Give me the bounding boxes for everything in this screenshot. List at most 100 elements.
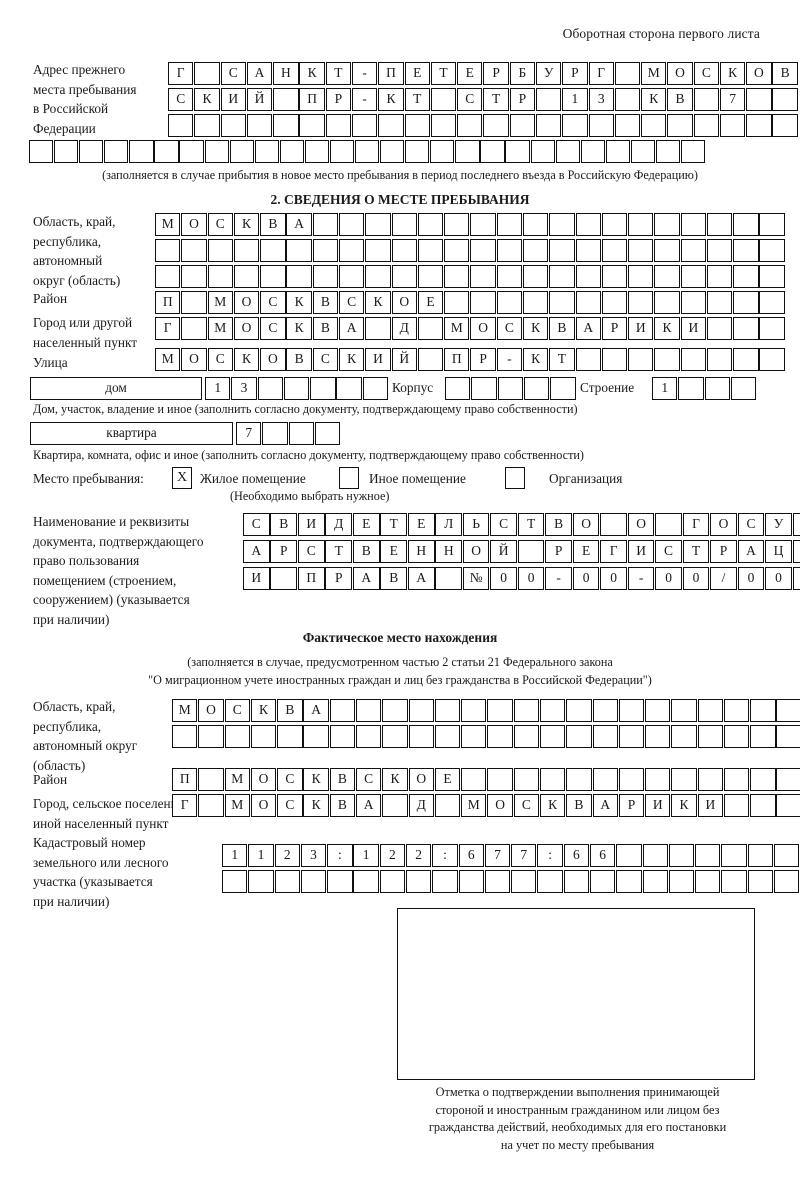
comb-cell[interactable]: А <box>246 62 273 85</box>
comb-cell[interactable] <box>733 291 759 314</box>
section2-region-row-2[interactable] <box>155 239 786 262</box>
comb-cell[interactable] <box>312 265 339 288</box>
comb-cell[interactable] <box>248 870 274 893</box>
comb-cell[interactable] <box>575 239 601 262</box>
comb-cell[interactable]: П <box>444 348 470 371</box>
comb-cell[interactable] <box>513 768 540 791</box>
stay-type-checkbox-zhiloe[interactable]: X <box>172 467 192 489</box>
comb-cell[interactable] <box>277 725 303 748</box>
comb-cell[interactable] <box>181 265 207 288</box>
comb-cell[interactable]: 0 <box>792 567 800 590</box>
comb-cell[interactable]: Е <box>417 291 444 314</box>
comb-cell[interactable]: М <box>155 348 181 371</box>
comb-cell[interactable]: С <box>312 348 339 371</box>
comb-cell[interactable]: 1 <box>205 377 231 400</box>
comb-cell[interactable] <box>668 844 695 867</box>
comb-cell[interactable]: Р <box>509 88 536 111</box>
comb-cell[interactable]: 1 <box>562 88 588 111</box>
comb-cell[interactable] <box>444 239 470 262</box>
comb-cell[interactable] <box>430 88 457 111</box>
comb-cell[interactable] <box>614 62 641 85</box>
comb-cell[interactable]: 1 <box>353 844 379 867</box>
comb-cell[interactable] <box>329 725 356 748</box>
comb-cell[interactable]: О <box>462 540 490 563</box>
comb-cell[interactable]: - <box>627 567 655 590</box>
comb-cell[interactable] <box>310 377 336 400</box>
comb-cell[interactable]: Г <box>588 62 614 85</box>
comb-cell[interactable] <box>747 870 774 893</box>
comb-cell[interactable]: В <box>352 540 380 563</box>
comb-cell[interactable] <box>511 870 537 893</box>
comb-cell[interactable] <box>759 213 785 236</box>
comb-cell[interactable]: 2 <box>405 844 432 867</box>
comb-cell[interactable] <box>522 291 549 314</box>
comb-cell[interactable]: О <box>667 62 693 85</box>
comb-cell[interactable] <box>522 213 549 236</box>
section2-region-row-3[interactable] <box>155 265 786 288</box>
comb-cell[interactable] <box>697 768 724 791</box>
comb-cell[interactable]: Р <box>545 540 572 563</box>
comb-cell[interactable] <box>434 699 461 722</box>
comb-cell[interactable] <box>233 265 260 288</box>
comb-cell[interactable]: 0 <box>682 567 710 590</box>
comb-cell[interactable] <box>325 114 352 137</box>
comb-cell[interactable] <box>483 114 509 137</box>
comb-cell[interactable] <box>229 140 254 163</box>
comb-cell[interactable]: С <box>693 62 720 85</box>
comb-cell[interactable] <box>497 377 523 400</box>
comb-cell[interactable]: Б <box>509 62 536 85</box>
comb-cell[interactable]: К <box>338 348 365 371</box>
comb-cell[interactable] <box>592 699 618 722</box>
comb-cell[interactable] <box>680 239 707 262</box>
comb-cell[interactable] <box>628 265 654 288</box>
comb-cell[interactable]: К <box>303 794 329 817</box>
comb-cell[interactable]: С <box>260 291 286 314</box>
prev-address-row-4[interactable] <box>29 140 706 163</box>
comb-cell[interactable]: 0 <box>737 567 765 590</box>
comb-cell[interactable] <box>487 725 513 748</box>
comb-cell[interactable]: С <box>277 794 303 817</box>
comb-cell[interactable]: 2 <box>274 844 300 867</box>
comb-cell[interactable]: В <box>566 794 592 817</box>
comb-cell[interactable] <box>362 377 389 400</box>
comb-cell[interactable]: Е <box>434 768 461 791</box>
comb-cell[interactable] <box>721 844 747 867</box>
comb-cell[interactable] <box>417 239 444 262</box>
comb-cell[interactable]: М <box>224 794 250 817</box>
comb-cell[interactable] <box>733 213 759 236</box>
comb-cell[interactable] <box>304 140 330 163</box>
comb-cell[interactable]: 0 <box>765 567 792 590</box>
comb-cell[interactable]: В <box>549 317 575 340</box>
comb-cell[interactable]: 0 <box>655 567 682 590</box>
comb-cell[interactable] <box>274 870 300 893</box>
comb-cell[interactable] <box>522 239 549 262</box>
comb-cell[interactable]: К <box>365 291 391 314</box>
comb-cell[interactable] <box>224 725 250 748</box>
comb-cell[interactable] <box>496 213 523 236</box>
comb-cell[interactable]: 6 <box>589 844 616 867</box>
comb-cell[interactable]: С <box>207 213 233 236</box>
stay-type-checkbox-organizatsiya[interactable] <box>505 467 525 489</box>
section3-cadastral-row-2[interactable] <box>222 870 800 893</box>
comb-cell[interactable]: Г <box>172 794 198 817</box>
comb-cell[interactable]: А <box>407 567 435 590</box>
comb-cell[interactable] <box>667 114 693 137</box>
comb-cell[interactable] <box>605 140 630 163</box>
comb-cell[interactable]: В <box>277 699 303 722</box>
comb-cell[interactable]: С <box>297 540 325 563</box>
comb-cell[interactable] <box>129 140 154 163</box>
comb-cell[interactable] <box>405 870 432 893</box>
comb-cell[interactable] <box>618 725 645 748</box>
comb-cell[interactable] <box>338 265 365 288</box>
comb-cell[interactable] <box>257 377 283 400</box>
comb-cell[interactable] <box>655 513 682 536</box>
comb-cell[interactable] <box>592 725 618 748</box>
comb-cell[interactable] <box>329 699 356 722</box>
comb-cell[interactable] <box>562 114 588 137</box>
comb-cell[interactable] <box>706 239 733 262</box>
